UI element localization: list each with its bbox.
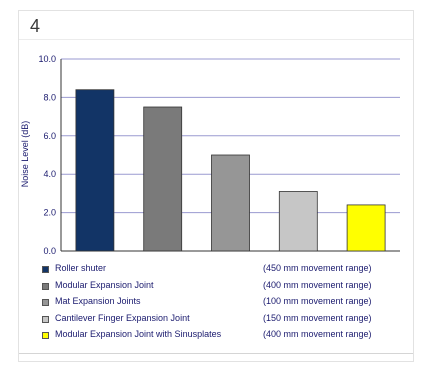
legend-swatch — [42, 332, 49, 339]
legend-range: (450 mm movement range) — [263, 263, 372, 273]
y-tick-label: 10.0 — [38, 54, 56, 64]
legend: Roller shuter (450 mm movement range) Modu… — [40, 263, 385, 346]
legend-label: Modular Expansion Joint with Sinusplates — [55, 329, 222, 339]
y-tick-label: 2.0 — [43, 208, 56, 218]
y-tick-label: 4.0 — [43, 169, 56, 179]
footer-divider — [19, 353, 413, 354]
bar — [346, 204, 386, 252]
legend-swatch — [42, 266, 49, 273]
bar — [75, 89, 115, 252]
legend-range: (100 mm movement range) — [263, 296, 372, 306]
header-divider — [19, 39, 413, 40]
legend-swatch — [42, 315, 49, 323]
legend-item: Mat Expansion Joints (100 mm movement ran… — [40, 296, 385, 313]
legend-item: Cantilever Finger Expansion Joint (150 mm… — [40, 313, 385, 330]
panel-number: 4 — [30, 16, 41, 36]
legend-range: (400 mm movement range) — [263, 279, 372, 290]
legend-label: Cantilever Finger Expansion Joint — [55, 312, 190, 323]
legend-swatch — [42, 282, 49, 290]
bar — [211, 154, 250, 252]
y-tick-label: 8.0 — [43, 92, 56, 102]
legend-label: Roller shuter — [55, 263, 107, 273]
y-axis-title: Noise Level (dB) — [20, 121, 30, 188]
legend-item: Modular Expansion Joint with Sinusplates… — [40, 329, 385, 346]
legend-swatch — [42, 299, 49, 306]
legend-range: (150 mm movement range) — [263, 312, 372, 323]
y-tick-label: 6.0 — [43, 131, 56, 141]
bar — [278, 191, 318, 252]
legend-range: (400 mm movement range) — [263, 329, 372, 339]
legend-item: Modular Expansion Joint (400 mm movement … — [40, 280, 385, 297]
y-tick-label: 0.0 — [43, 246, 56, 256]
legend-item: Roller shuter (450 mm movement range) — [40, 263, 385, 280]
legend-label: Mat Expansion Joints — [55, 296, 141, 306]
bar — [143, 106, 183, 252]
legend-label: Modular Expansion Joint — [55, 279, 154, 290]
